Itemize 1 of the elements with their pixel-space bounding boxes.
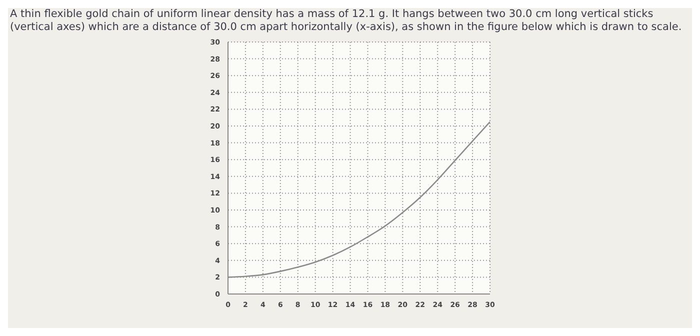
chart-title: A thin flexible gold chain of uniform linear density has a mass of 12.1 g. It hangs between two 30.0 cm long vertical sticks (vertical axes) which are a distance of 30.0 cm apart horizontally (x-axis), as shown in the figure below which is drawn to scale. [9,8,683,34]
